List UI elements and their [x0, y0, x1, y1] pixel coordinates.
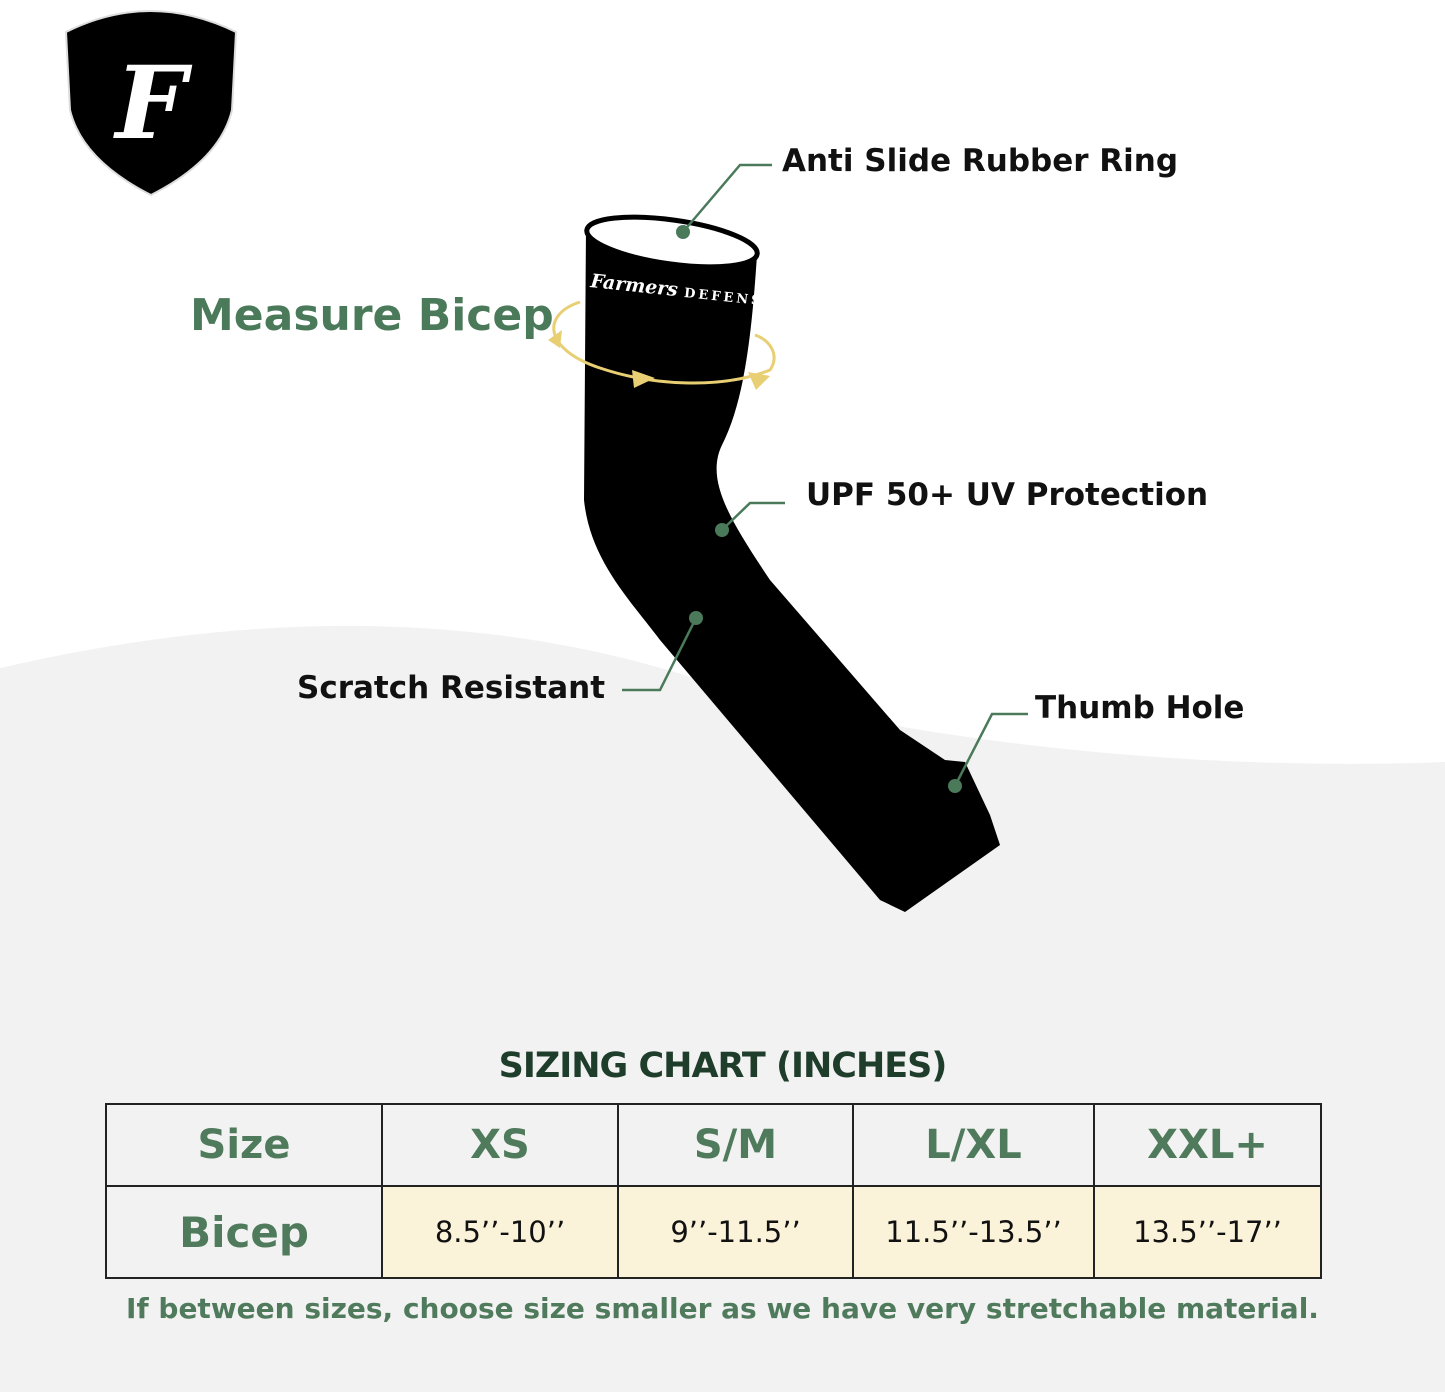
- measure-arrow-icon: [548, 300, 776, 390]
- upf-label: UPF 50+ UV Protection: [806, 477, 1209, 513]
- header-cell: S/M: [617, 1103, 854, 1187]
- arm-sleeve-image: Farmers DEFENSE: [584, 214, 1000, 912]
- sizing-chart-title: SIZING CHART (INCHES): [498, 1046, 948, 1086]
- value-cell: 8.5’’-10’’: [381, 1185, 619, 1279]
- header-cell: XS: [381, 1103, 619, 1187]
- table-row: Size XS S/M L/XL XXL+: [105, 1103, 1322, 1187]
- brand-logo: F: [64, 10, 238, 197]
- ring-label: Anti Slide Rubber Ring: [782, 143, 1179, 179]
- callout-dots: [676, 225, 962, 793]
- callout-lines: [622, 163, 1028, 787]
- table-row: Bicep 8.5’’-10’’ 9’’-11.5’’ 11.5’’-13.5’…: [105, 1185, 1322, 1279]
- header-cell: XXL+: [1093, 1103, 1322, 1187]
- sizing-table: Size XS S/M L/XL XXL+ Bicep 8.5’’-10’’ 9…: [105, 1103, 1322, 1279]
- row-header-cell: Bicep: [105, 1185, 383, 1279]
- scratch-label: Scratch Resistant: [297, 670, 606, 706]
- sizing-note: If between sizes, choose size smaller as…: [126, 1292, 1319, 1325]
- logo-letter: F: [113, 44, 193, 162]
- thumb-label: Thumb Hole: [1035, 690, 1245, 726]
- value-cell: 13.5’’-17’’: [1093, 1185, 1322, 1279]
- value-cell: 11.5’’-13.5’’: [852, 1185, 1095, 1279]
- header-cell: L/XL: [852, 1103, 1095, 1187]
- header-cell: Size: [105, 1103, 383, 1187]
- value-cell: 9’’-11.5’’: [617, 1185, 854, 1279]
- measure-bicep-label: Measure Bicep: [190, 290, 554, 341]
